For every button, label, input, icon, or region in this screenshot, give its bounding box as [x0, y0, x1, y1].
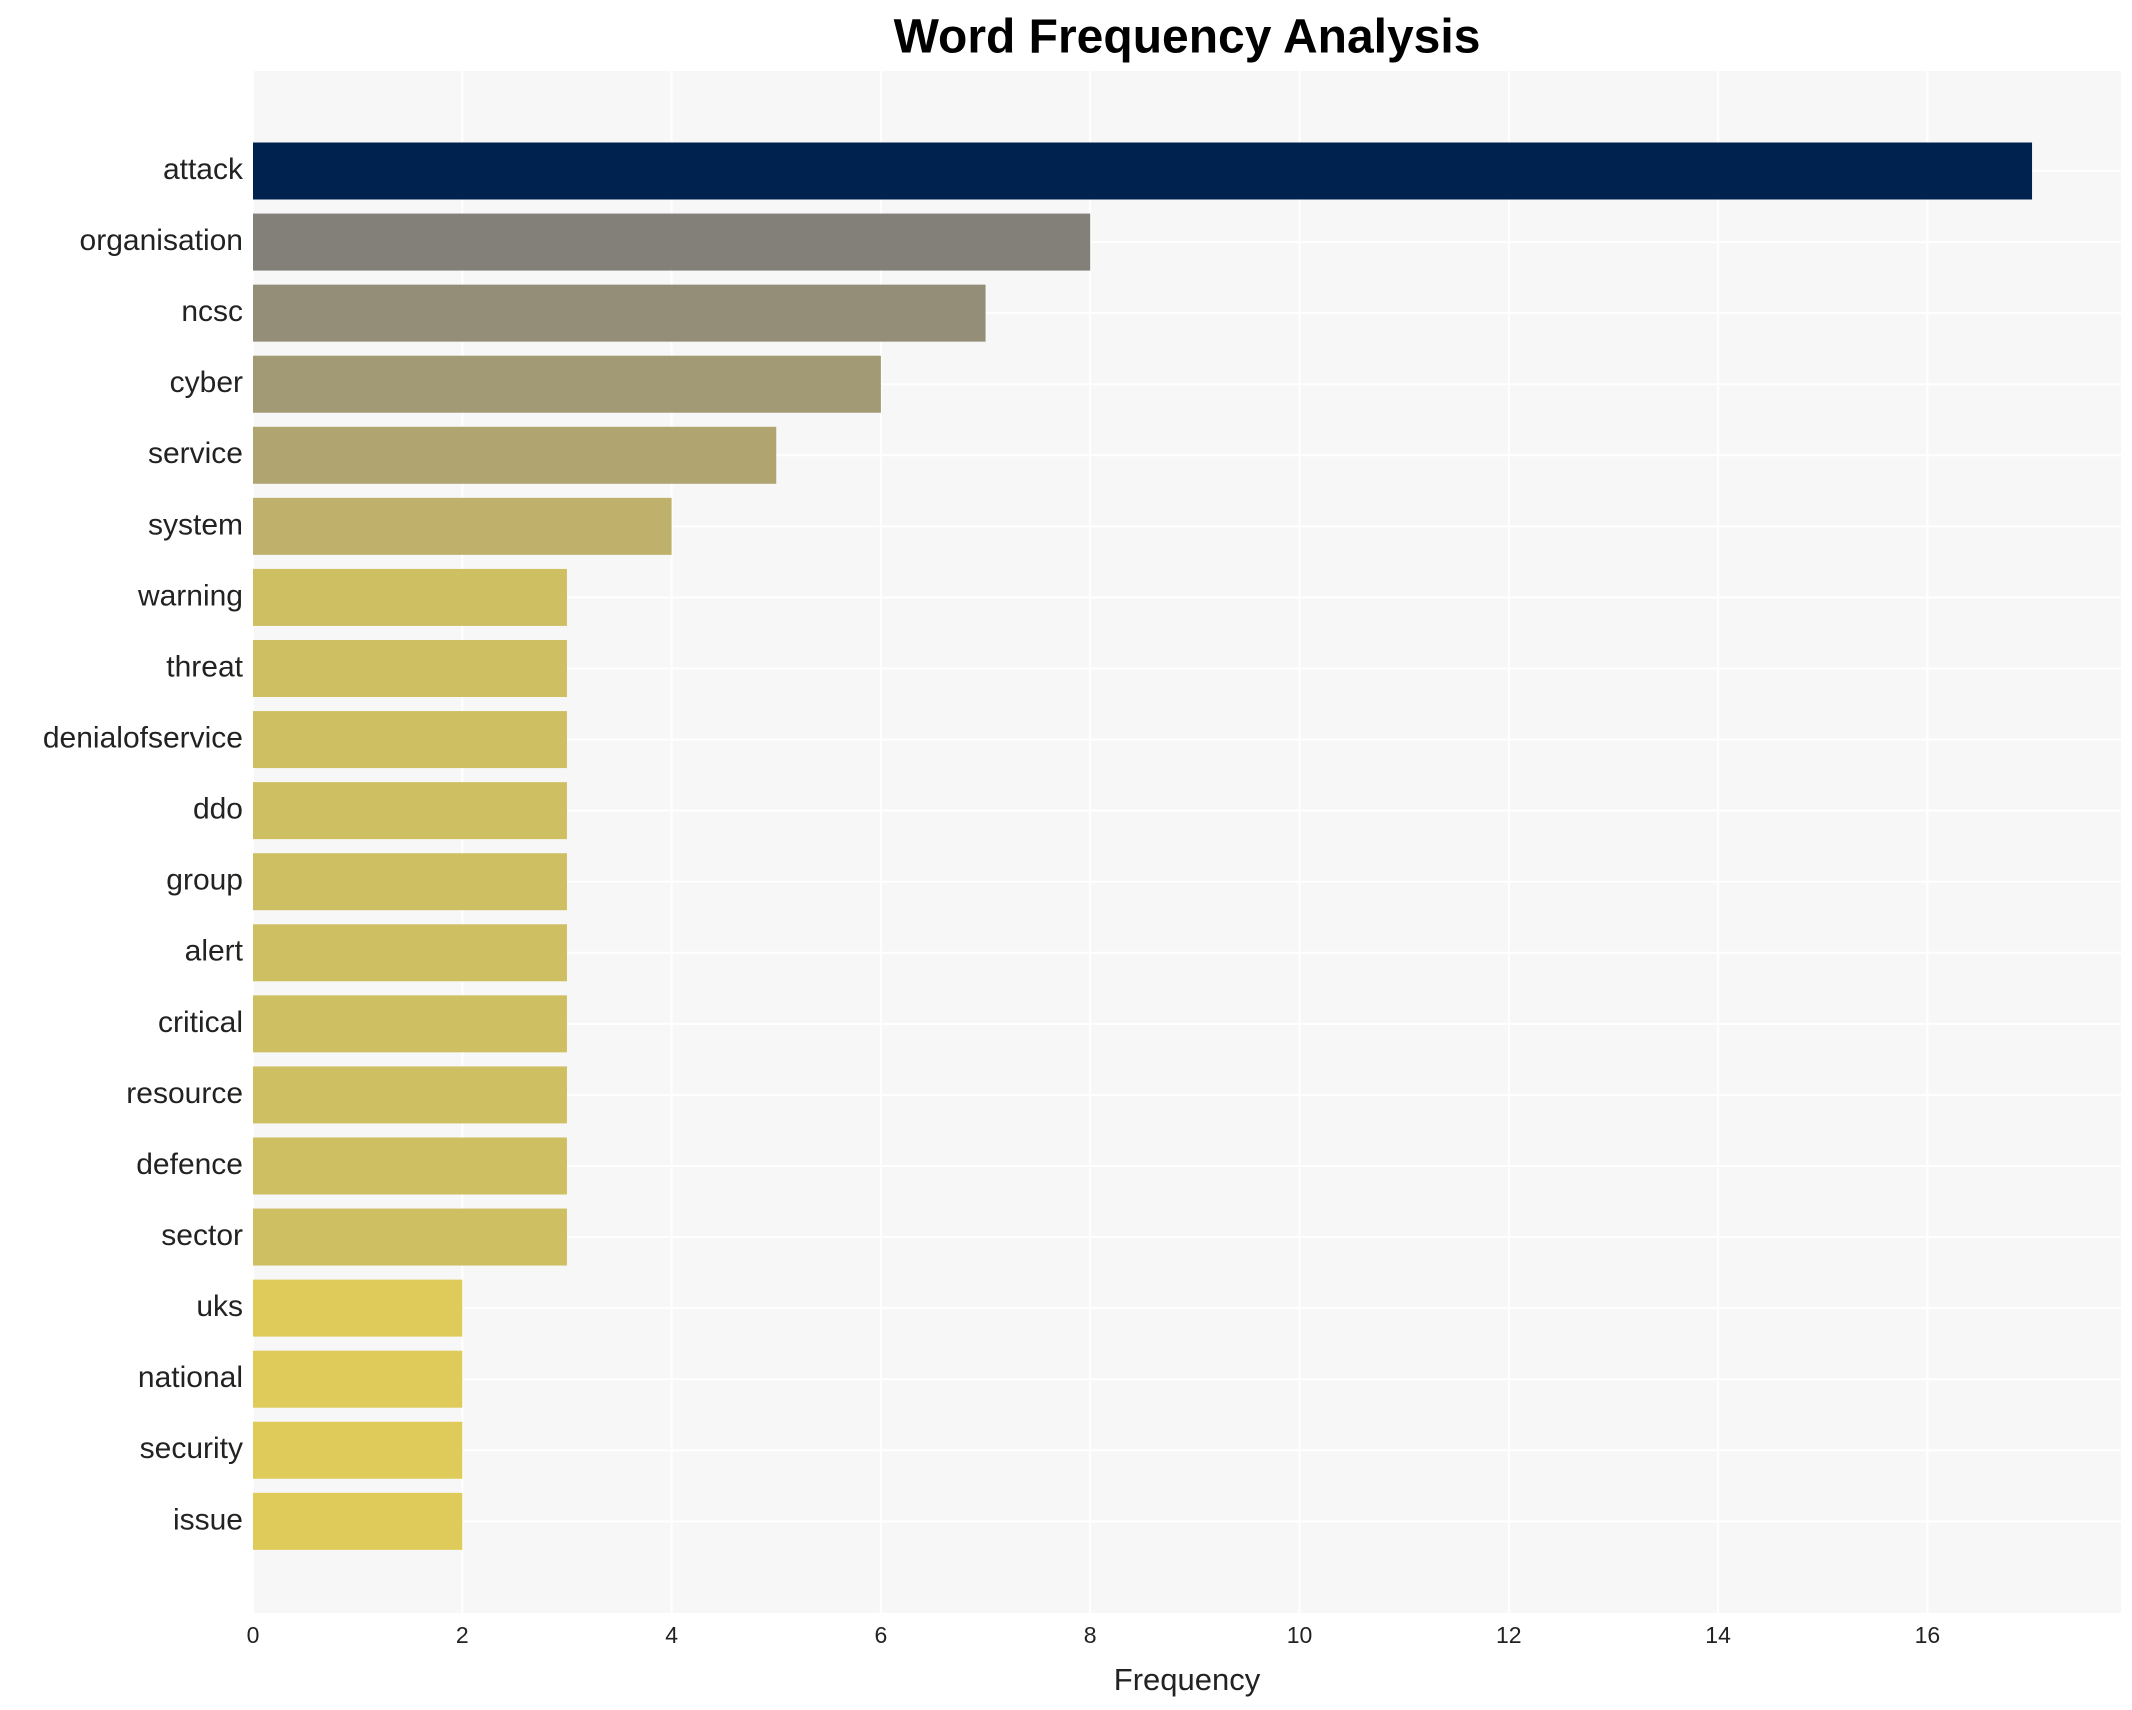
bar	[253, 355, 881, 413]
bar	[253, 497, 672, 555]
bar	[253, 1066, 567, 1124]
y-tick-label: attack	[163, 153, 244, 186]
y-tick-label: organisation	[80, 224, 243, 257]
bar	[253, 711, 567, 769]
bar	[253, 1208, 567, 1266]
x-tick-label: 0	[247, 1622, 260, 1648]
y-tick-label: denialofservice	[43, 721, 243, 754]
y-tick-label: issue	[173, 1503, 243, 1536]
y-tick-label: sector	[161, 1219, 243, 1252]
bar	[253, 639, 567, 697]
bar	[253, 924, 567, 982]
bar	[253, 782, 567, 840]
y-tick-label: alert	[185, 935, 244, 968]
y-tick-label: national	[138, 1361, 243, 1394]
x-tick-label: 6	[875, 1622, 888, 1648]
x-tick-label: 14	[1705, 1622, 1731, 1648]
y-tick-label: cyber	[170, 366, 243, 399]
y-tick-label: system	[148, 508, 243, 541]
x-tick-label: 4	[665, 1622, 678, 1648]
bar	[253, 1279, 463, 1337]
chart-title: Word Frequency Analysis	[894, 11, 1481, 64]
bar	[253, 1350, 463, 1408]
y-tick-label: ddo	[193, 793, 243, 826]
x-tick-label: 10	[1287, 1622, 1313, 1648]
y-tick-label: security	[140, 1432, 243, 1465]
y-tick-label: resource	[126, 1077, 243, 1110]
y-tick-label: uks	[196, 1290, 243, 1323]
bar	[253, 284, 986, 342]
bar	[253, 142, 2033, 200]
bar	[253, 853, 567, 911]
y-tick-label: defence	[136, 1148, 243, 1181]
bar	[253, 1137, 567, 1195]
y-tick-label: group	[166, 864, 243, 897]
bar	[253, 213, 1091, 271]
y-tick-label: critical	[158, 1006, 243, 1039]
x-tick-label: 16	[1915, 1622, 1941, 1648]
y-tick-label: threat	[166, 650, 243, 683]
bar	[253, 568, 567, 626]
x-axis-label: Frequency	[1114, 1662, 1261, 1697]
x-tick-label: 8	[1084, 1622, 1097, 1648]
bar	[253, 1421, 463, 1479]
x-tick-label: 12	[1496, 1622, 1522, 1648]
bar	[253, 995, 567, 1053]
x-tick-label: 2	[456, 1622, 469, 1648]
bar	[253, 426, 777, 484]
y-tick-label: service	[148, 437, 243, 470]
y-tick-label: warning	[137, 579, 243, 612]
y-tick-label: ncsc	[181, 295, 243, 328]
bar	[253, 1492, 463, 1550]
